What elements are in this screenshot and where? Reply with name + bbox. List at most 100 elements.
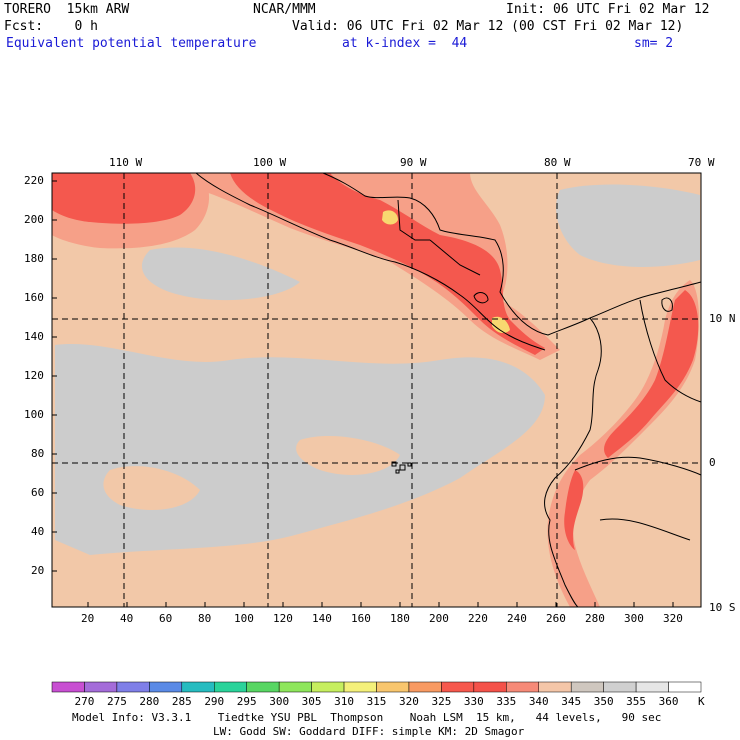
field-salmon-region: [200, 173, 560, 360]
y-tick-label: 160: [24, 291, 44, 304]
x-tick-label: 300: [624, 612, 644, 625]
x-tick-label: 60: [159, 612, 173, 625]
field-red-region: [604, 290, 699, 458]
model-info-line2: LW: Godd SW: Goddard DIFF: simple KM: 2D…: [213, 725, 525, 738]
x-tick-label: 180: [390, 612, 410, 625]
coastline-venezuela: [589, 281, 702, 319]
field-warm-region: [103, 466, 200, 510]
border-honduras: [429, 239, 481, 276]
border-colombia-ecuador: [574, 456, 702, 476]
init-time: Init: 06 UTC Fri 02 Mar 12: [506, 2, 710, 17]
x-tick-label: 220: [468, 612, 488, 625]
x-tick-label: 20: [81, 612, 95, 625]
colorbar-swatch: [214, 681, 247, 693]
y-tick-label: 220: [24, 174, 44, 187]
field-cool-region: [141, 247, 300, 301]
y-tick-label: 140: [24, 330, 44, 343]
border-guatemala: [397, 199, 430, 241]
colorbar-swatch: [278, 681, 312, 693]
colorbar-swatch: [116, 681, 150, 693]
plot-frame: [51, 172, 702, 608]
coastlines: [195, 172, 702, 608]
x-tick-label: 240: [507, 612, 527, 625]
coastline-colombia: [544, 317, 602, 608]
colorbar-label: 275: [106, 695, 127, 708]
colorbar-swatch: [473, 681, 507, 693]
colorbar-swatch: [570, 681, 604, 693]
colorbar-swatch: [603, 681, 637, 693]
colorbar-unit: K: [698, 695, 705, 708]
lat-label-10s: 10 S: [709, 601, 736, 614]
colorbar-swatch: [51, 681, 85, 693]
colorbar-swatch: [668, 681, 702, 693]
x-tick-label: 100: [234, 612, 254, 625]
colorbar-label: 270: [74, 695, 95, 708]
colorbar-label: 360: [658, 695, 679, 708]
colorbar-label: 320: [399, 695, 419, 708]
colorbar-swatch: [343, 681, 377, 693]
lon-label-80w: 80 W: [544, 156, 571, 169]
colorbar-swatch: [408, 681, 442, 693]
colorbar-label: 290: [204, 695, 225, 708]
colorbar-label: 305: [301, 695, 322, 708]
colorbar-label: 300: [269, 695, 290, 708]
lon-label-110w: 110 W: [109, 156, 143, 169]
colorbar-label: 345: [561, 695, 582, 708]
x-tick-label: 120: [273, 612, 293, 625]
colorbar: [51, 681, 702, 693]
theta-e-field: [52, 173, 701, 607]
x-tick-label: 200: [429, 612, 449, 625]
x-tick-label: 260: [546, 612, 566, 625]
field-name: Equivalent potential temperature: [6, 36, 257, 51]
forecast-hour: Fcst: 0 h: [4, 19, 98, 34]
y-tick-label: 80: [31, 447, 45, 460]
field-red-region: [564, 470, 584, 550]
field-peak-spot: [492, 316, 510, 334]
colorbar-label: 330: [463, 695, 484, 708]
model-info-line1: Model Info: V3.3.1 Tiedtke YSU PBL Thomp…: [72, 711, 662, 724]
field-red-region: [230, 173, 545, 355]
x-tick-label: 140: [312, 612, 332, 625]
field-warm-region: [296, 435, 400, 475]
colorbar-label: 295: [236, 695, 257, 708]
colorbar-swatch: [538, 681, 572, 693]
axis-ticks: [52, 180, 674, 607]
colorbar-label: 325: [431, 695, 452, 708]
colorbar-swatch: [506, 681, 539, 693]
galapagos-islands: [391, 461, 412, 474]
lon-label-90w: 90 W: [400, 156, 427, 169]
colorbar-swatch: [246, 681, 280, 693]
y-tick-label: 100: [24, 408, 44, 421]
valid-time: Valid: 06 UTC Fri 02 Mar 12 (00 CST Fri …: [292, 19, 684, 34]
center-name: NCAR/MMM: [253, 2, 316, 17]
field-cool-region: [556, 184, 700, 267]
coastline-caribbean: [322, 172, 591, 336]
colorbar-swatch: [149, 681, 183, 693]
colorbar-swatch: [635, 681, 669, 693]
colorbar-swatch: [84, 681, 118, 693]
colorbar-label: 315: [366, 695, 387, 708]
colorbar-label: 285: [171, 695, 192, 708]
x-tick-label: 160: [351, 612, 371, 625]
colorbar-swatch: [376, 681, 410, 693]
colorbar-swatch: [441, 681, 475, 693]
y-tick-label: 60: [31, 486, 45, 499]
colorbar-label: 335: [496, 695, 517, 708]
colorbar-label: 340: [528, 695, 549, 708]
y-tick-label: 120: [24, 369, 44, 382]
colorbar-label: 355: [626, 695, 647, 708]
y-tick-label: 200: [24, 213, 44, 226]
x-tick-label: 320: [663, 612, 683, 625]
x-tick-label: 40: [120, 612, 134, 625]
colorbar-label: 280: [139, 695, 160, 708]
y-tick-label: 20: [31, 564, 45, 577]
lon-label-100w: 100 W: [253, 156, 287, 169]
model-name: TORERO 15km ARW: [4, 2, 130, 17]
y-tick-label: 180: [24, 252, 44, 265]
lake-maracaibo: [661, 297, 673, 312]
lon-label-70w: 70 W: [688, 156, 715, 169]
lake-nicaragua: [473, 292, 489, 304]
smoothing-label: sm= 2: [634, 36, 674, 51]
colorbar-swatch: [181, 681, 215, 693]
border-peru-brazil: [599, 518, 691, 541]
